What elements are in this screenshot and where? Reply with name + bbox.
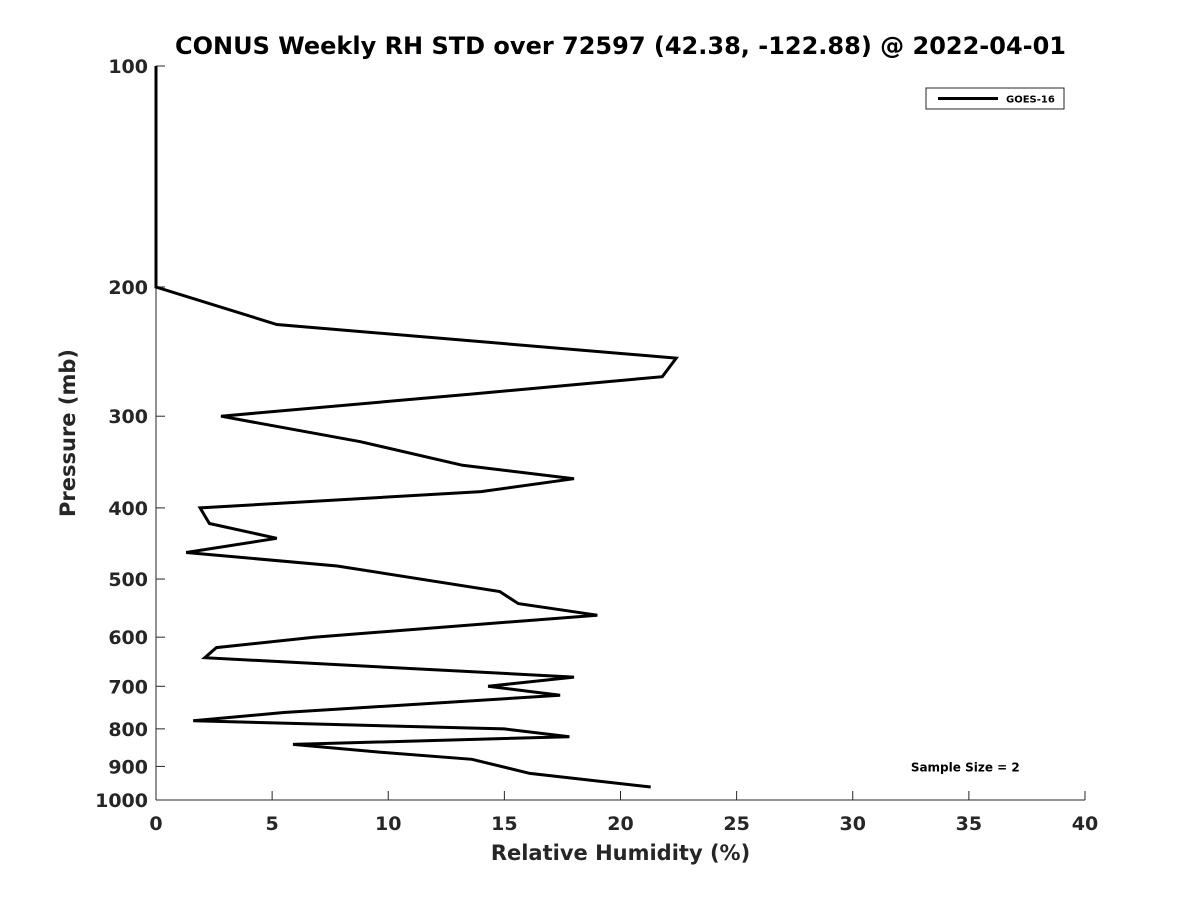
x-tick-label: 0 xyxy=(149,813,162,835)
series-line-goes-16 xyxy=(154,66,680,789)
y-axis-label: Pressure (mb) xyxy=(56,349,80,517)
y-tick-label: 900 xyxy=(108,756,148,778)
x-tick-label: 25 xyxy=(723,813,749,835)
y-tick-label: 1000 xyxy=(95,790,148,812)
series-layer xyxy=(154,66,680,789)
chart-title: CONUS Weekly RH STD over 72597 (42.38, -… xyxy=(175,32,1066,60)
y-tick-label: 700 xyxy=(108,676,148,698)
x-axis-label: Relative Humidity (%) xyxy=(491,841,750,865)
x-tick-label: 10 xyxy=(375,813,401,835)
x-axis-ticks: 0 5 10 15 20 25 30 35 40 xyxy=(149,791,1098,835)
x-tick-label: 15 xyxy=(491,813,517,835)
x-tick-label: 40 xyxy=(1072,813,1098,835)
legend: GOES-16 xyxy=(925,87,1065,110)
legend-label-goes-16: GOES-16 xyxy=(1006,95,1055,106)
x-tick-label: 35 xyxy=(956,813,982,835)
y-tick-label: 300 xyxy=(108,406,148,428)
y-tick-label: 200 xyxy=(108,277,148,299)
y-tick-label: 600 xyxy=(108,627,148,649)
x-tick-label: 5 xyxy=(266,813,279,835)
x-tick-label: 20 xyxy=(607,813,633,835)
y-tick-label: 800 xyxy=(108,719,148,741)
sample-size-annotation: Sample Size = 2 xyxy=(911,760,1020,774)
y-axis-ticks: 100 200 300 400 500 600 700 800 900 1000 xyxy=(95,56,165,812)
y-tick-label: 500 xyxy=(108,569,148,591)
y-tick-label: 400 xyxy=(108,498,148,520)
x-tick-label: 30 xyxy=(840,813,866,835)
y-tick-label: 100 xyxy=(108,56,148,78)
